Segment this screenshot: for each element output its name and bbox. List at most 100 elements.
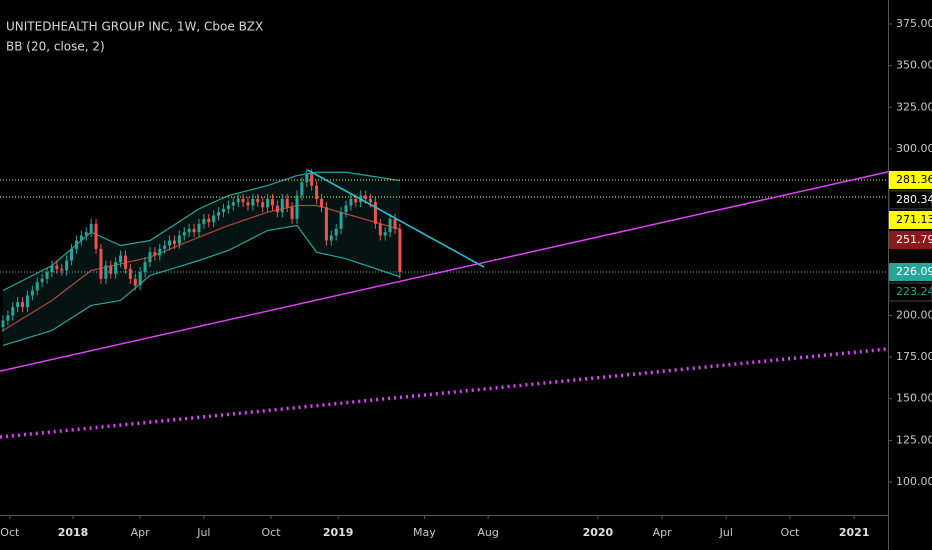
candle-body bbox=[202, 218, 206, 224]
candle-body bbox=[35, 282, 39, 291]
candle-body bbox=[319, 198, 323, 208]
y-tick-label: 175.00 bbox=[896, 350, 932, 363]
candle-body bbox=[182, 232, 186, 236]
candle-body bbox=[388, 218, 392, 233]
y-tick-label: 375.00 bbox=[896, 17, 932, 30]
candle-body bbox=[11, 307, 15, 316]
candle-body bbox=[212, 215, 216, 223]
candle-body bbox=[50, 265, 54, 273]
plot-area bbox=[0, 168, 889, 439]
candle-body bbox=[241, 198, 245, 203]
candle-body bbox=[344, 205, 348, 213]
candle-body bbox=[45, 272, 49, 279]
candle-body bbox=[21, 302, 25, 308]
candle-body bbox=[315, 185, 319, 199]
x-tick-label: Oct bbox=[780, 526, 800, 539]
candle-body bbox=[123, 255, 127, 269]
candle-body bbox=[114, 262, 118, 274]
y-tick-label: 150.00 bbox=[896, 392, 932, 405]
candle-body bbox=[128, 268, 132, 279]
candle-body bbox=[226, 205, 230, 209]
candle-body bbox=[256, 198, 260, 203]
candle-body bbox=[158, 248, 162, 256]
x-tick-label: Aug bbox=[477, 526, 498, 539]
candle-body bbox=[290, 207, 294, 219]
candle-body bbox=[300, 182, 304, 196]
candle-body bbox=[310, 173, 314, 186]
x-tick-label: Oct bbox=[261, 526, 281, 539]
y-tick-label: 125.00 bbox=[896, 433, 932, 446]
candle-body bbox=[266, 198, 270, 208]
candle-body bbox=[398, 228, 402, 273]
y-tick-label: 100.00 bbox=[896, 475, 932, 488]
candle-body bbox=[109, 265, 113, 274]
candle-body bbox=[393, 218, 397, 229]
candle-body bbox=[275, 205, 279, 213]
x-tick-label: Apr bbox=[131, 526, 151, 539]
trendline bbox=[0, 171, 889, 372]
x-tick-label: Oct bbox=[0, 526, 20, 539]
candle-body bbox=[383, 232, 387, 236]
candle-body bbox=[40, 278, 44, 283]
y-tick-label: 200.00 bbox=[896, 308, 932, 321]
candle-body bbox=[89, 223, 93, 233]
candle-body bbox=[217, 212, 221, 216]
x-tick-label: Apr bbox=[653, 526, 673, 539]
axes: 375.00 350.00 325.00 300.00 200.00 175.00 150.… bbox=[0, 17, 932, 539]
candle-body bbox=[104, 265, 108, 279]
candle-body bbox=[236, 198, 240, 203]
y-tick-label: 300.00 bbox=[896, 142, 932, 155]
candle-body bbox=[334, 228, 338, 236]
y-tick-label: 325.00 bbox=[896, 100, 932, 113]
candle-body bbox=[329, 235, 333, 241]
x-tick-label: 2020 bbox=[583, 526, 614, 539]
candle-body bbox=[305, 173, 309, 183]
candle-body bbox=[354, 198, 358, 203]
x-tick-label: 2018 bbox=[58, 526, 89, 539]
candle-body bbox=[6, 315, 10, 321]
candle-body bbox=[251, 198, 255, 206]
candle-body bbox=[339, 212, 343, 229]
candle-body bbox=[94, 223, 98, 249]
price-label: 280.34 bbox=[896, 193, 932, 206]
trendline bbox=[307, 169, 485, 268]
candle-body bbox=[378, 223, 382, 236]
candle-body bbox=[148, 252, 152, 263]
candle-body bbox=[270, 198, 274, 206]
candle-body bbox=[324, 207, 328, 241]
candle-body bbox=[231, 202, 235, 206]
candle-body bbox=[133, 278, 137, 286]
candle-body bbox=[187, 228, 191, 233]
price-label: 251.79 bbox=[896, 233, 932, 246]
candle-body bbox=[74, 240, 78, 249]
price-label: 271.13 bbox=[896, 213, 932, 226]
candle-body bbox=[168, 240, 172, 246]
candle-body bbox=[119, 255, 123, 263]
candle-body bbox=[280, 198, 284, 213]
candle-body bbox=[172, 240, 176, 244]
candle-body bbox=[221, 208, 225, 213]
band-fill bbox=[2, 172, 400, 346]
candle-body bbox=[138, 272, 142, 286]
x-tick-label: Jul bbox=[196, 526, 210, 539]
candle-body bbox=[79, 235, 83, 241]
chart-title: UNITEDHEALTH GROUP INC, 1W, Cboe BZX bbox=[6, 20, 263, 34]
candle-body bbox=[368, 198, 372, 203]
candle-body bbox=[143, 262, 147, 273]
x-tick-label: 2021 bbox=[839, 526, 870, 539]
price-label-bg bbox=[889, 210, 932, 229]
candle-body bbox=[349, 198, 353, 206]
price-label-bg bbox=[889, 230, 932, 249]
candle-body bbox=[207, 218, 211, 223]
x-tick-label: Jul bbox=[719, 526, 733, 539]
candle-body bbox=[65, 260, 69, 271]
candle-body bbox=[246, 202, 250, 206]
candle-body bbox=[197, 223, 201, 233]
candle-body bbox=[99, 248, 103, 279]
candle-body bbox=[55, 265, 59, 269]
candle-body bbox=[163, 245, 167, 249]
candle-body bbox=[364, 195, 368, 199]
candle-body bbox=[84, 232, 88, 236]
